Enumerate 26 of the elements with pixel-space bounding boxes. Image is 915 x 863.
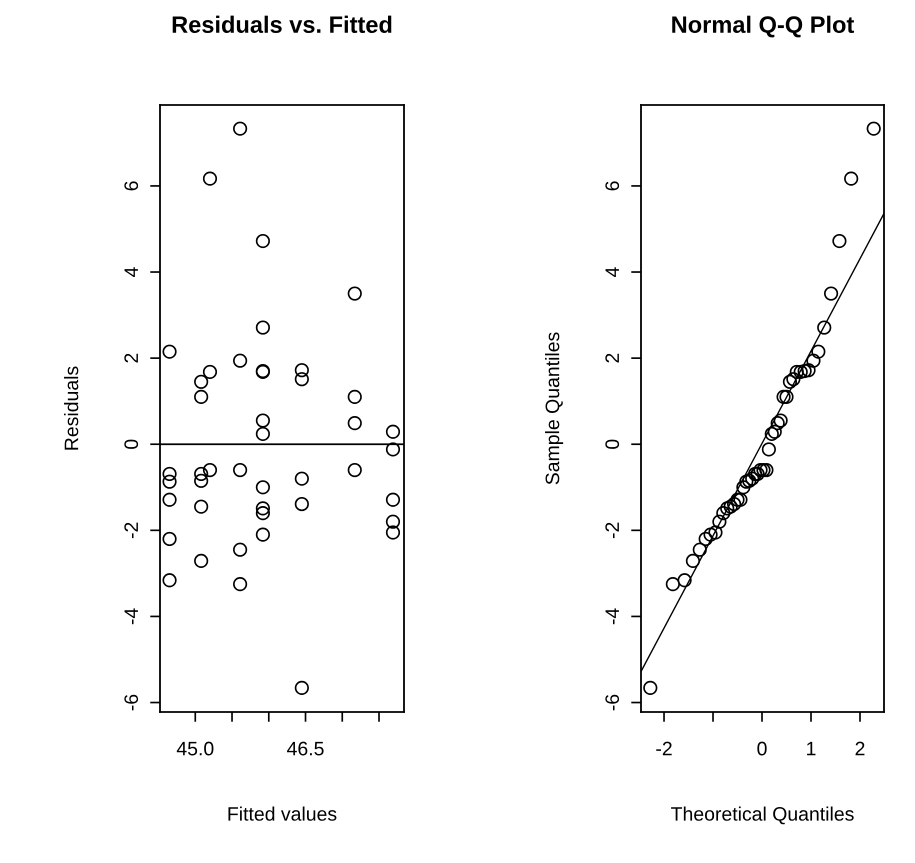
x-tick-label: 46.5 bbox=[287, 742, 324, 756]
chart-title: Normal Q-Q Plot bbox=[672, 16, 854, 38]
y-tick-label: -6 bbox=[124, 694, 138, 710]
y-tick-label: 6 bbox=[605, 181, 620, 190]
y-tick-label: 0 bbox=[124, 440, 138, 449]
x-tick-label: 1 bbox=[807, 742, 816, 756]
y-tick-label: 4 bbox=[606, 267, 619, 277]
y-tick-label: -4 bbox=[606, 608, 619, 624]
y-tick-label: -2 bbox=[605, 522, 619, 538]
y-tick-label: -2 bbox=[124, 522, 138, 538]
x-tick-label: 0 bbox=[757, 742, 767, 756]
y-tick-label: 0 bbox=[605, 440, 620, 449]
x-tick-label: 45.0 bbox=[176, 742, 214, 756]
y-tick-label: 2 bbox=[124, 354, 138, 363]
chart-title: Residuals vs. Fitted bbox=[172, 16, 392, 34]
x-tick-label: 2 bbox=[856, 742, 864, 756]
x-tick-label: -2 bbox=[656, 742, 672, 756]
x-axis-title: Theoretical Quantiles bbox=[671, 806, 854, 824]
y-tick-label: 4 bbox=[124, 267, 138, 277]
y-tick-label: 6 bbox=[124, 181, 138, 190]
y-tick-label: -6 bbox=[605, 694, 620, 710]
y-tick-label: -4 bbox=[124, 608, 138, 624]
y-axis-title: Residuals bbox=[64, 366, 78, 450]
x-axis-title: Fitted values bbox=[228, 806, 336, 821]
y-tick-label: 2 bbox=[605, 354, 619, 363]
y-axis-title: Sample Quantiles bbox=[545, 332, 564, 484]
